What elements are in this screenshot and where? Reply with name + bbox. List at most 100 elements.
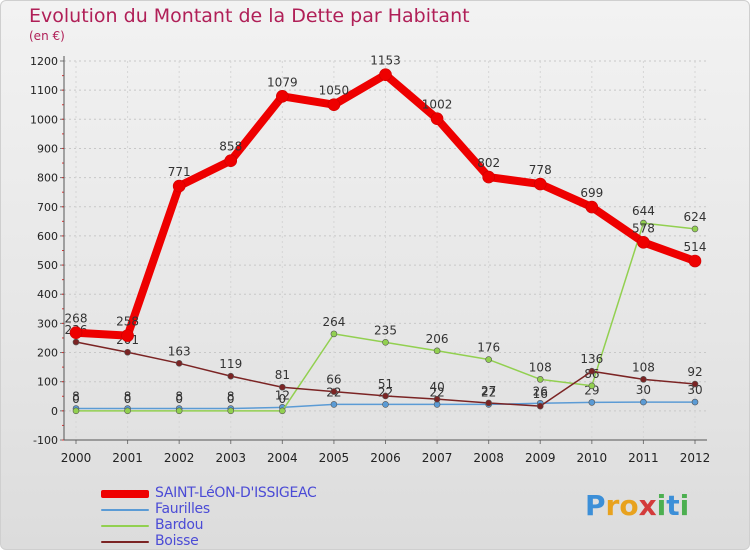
data-label: 40 <box>429 380 444 394</box>
data-point <box>124 407 131 415</box>
data-point <box>330 401 338 408</box>
data-label: 802 <box>477 156 500 170</box>
y-tick-label: 400 <box>37 288 58 301</box>
x-tick-label: 2005 <box>319 451 350 465</box>
chart-subtitle: (en €) <box>29 29 65 43</box>
y-tick-label: -100 <box>33 434 58 447</box>
data-point <box>175 360 183 367</box>
data-label: 66 <box>326 373 341 387</box>
data-label: 235 <box>374 323 397 337</box>
x-tick-label: 2012 <box>680 451 711 465</box>
data-label: 578 <box>632 221 655 235</box>
data-point <box>640 376 647 383</box>
logo-letter: P <box>585 489 606 522</box>
y-tick-label: 1200 <box>30 55 58 68</box>
x-tick-label: 2000 <box>61 451 92 465</box>
data-label: 30 <box>636 383 651 397</box>
y-tick-label: 900 <box>37 142 58 155</box>
data-label: 81 <box>275 368 290 382</box>
legend-label: SAINT-LéON-D'ISSIGEAC <box>155 485 317 501</box>
x-tick-label: 2009 <box>525 451 556 465</box>
x-tick-label: 2002 <box>164 451 195 465</box>
data-point <box>69 326 83 340</box>
data-label: 16 <box>533 387 548 401</box>
data-point <box>536 402 544 410</box>
y-tick-label: 1100 <box>30 84 58 97</box>
data-point <box>172 179 186 193</box>
x-tick-label: 2007 <box>422 451 453 465</box>
data-point <box>485 356 492 363</box>
data-point <box>382 339 389 346</box>
data-point <box>279 407 286 415</box>
data-point <box>175 407 183 415</box>
data-label: 858 <box>219 140 242 154</box>
y-tick-label: 100 <box>37 376 58 389</box>
data-label: 108 <box>632 360 655 374</box>
logo-letter: t <box>666 489 680 522</box>
data-point <box>382 401 389 408</box>
chart-title: Evolution du Montant de la Dette par Hab… <box>29 5 470 27</box>
data-label: 51 <box>378 377 393 391</box>
data-label: 514 <box>684 240 707 254</box>
data-label: 1002 <box>422 98 453 112</box>
data-label: 0 <box>72 392 80 406</box>
x-tick-label: 2003 <box>215 451 246 465</box>
logo-letter: r <box>605 489 620 522</box>
logo-letter: i <box>656 489 667 522</box>
legend-swatch <box>101 509 149 511</box>
y-tick-label: 500 <box>37 259 58 272</box>
data-point <box>637 236 650 249</box>
data-label: 22 <box>429 385 444 399</box>
data-point <box>382 392 389 400</box>
y-tick-label: 700 <box>37 201 58 214</box>
data-label: 27 <box>481 384 496 398</box>
data-point <box>691 380 699 388</box>
data-label: 206 <box>426 332 449 346</box>
data-label: 22 <box>481 385 496 399</box>
logo-letter: o <box>619 489 639 522</box>
data-label: 771 <box>168 165 191 179</box>
data-label: 268 <box>65 312 88 326</box>
data-point <box>72 338 80 346</box>
data-point <box>691 225 699 233</box>
data-label: 644 <box>632 204 655 218</box>
data-label: 176 <box>477 341 500 355</box>
data-point <box>588 399 596 406</box>
data-point <box>121 329 134 342</box>
y-tick-label: 800 <box>37 172 58 185</box>
data-label: 12 <box>275 388 290 402</box>
data-point <box>227 372 235 380</box>
data-point <box>536 376 544 383</box>
legend-swatch <box>101 541 149 543</box>
data-point <box>585 200 599 214</box>
data-point <box>640 219 647 227</box>
data-point <box>482 170 495 184</box>
data-point <box>485 399 492 407</box>
data-label: 8 <box>124 390 132 404</box>
data-label: 92 <box>687 365 702 379</box>
data-label: 8 <box>72 390 80 404</box>
data-label: 1153 <box>370 54 401 68</box>
data-point <box>588 382 596 390</box>
data-label: 136 <box>580 352 603 366</box>
data-point <box>330 330 338 338</box>
data-label: 30 <box>687 383 702 397</box>
data-label: 1050 <box>319 84 350 98</box>
data-point <box>276 89 289 103</box>
data-label: 264 <box>322 315 345 329</box>
data-point <box>691 398 699 406</box>
data-point <box>430 112 444 126</box>
data-point <box>533 177 547 191</box>
data-label: 258 <box>116 315 139 329</box>
data-label: 8 <box>227 390 235 404</box>
data-label: 26 <box>533 384 548 398</box>
y-tick-label: 600 <box>37 230 58 243</box>
data-point <box>224 154 238 168</box>
data-label: 163 <box>168 344 191 358</box>
legend-swatch <box>101 490 149 498</box>
data-label: 0 <box>227 392 235 406</box>
x-tick-label: 2001 <box>112 451 143 465</box>
data-label: 8 <box>175 390 183 404</box>
